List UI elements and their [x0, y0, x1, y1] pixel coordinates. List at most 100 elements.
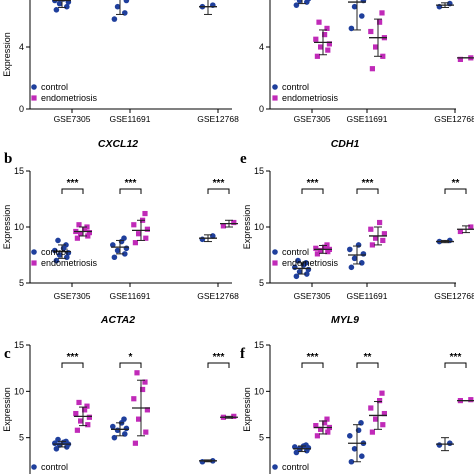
data-point-endometriosis: [322, 32, 328, 38]
data-point-control: [111, 254, 118, 261]
data-point-endometriosis: [84, 403, 90, 409]
significance-bracket: [207, 362, 230, 368]
data-point-endometriosis: [131, 222, 137, 228]
data-point-endometriosis: [144, 407, 150, 413]
data-point-control: [359, 453, 365, 460]
data-point-endometriosis: [142, 210, 148, 217]
significance-bracket: [356, 188, 379, 194]
data-point-endometriosis: [322, 420, 328, 426]
data-point-control: [359, 260, 365, 266]
panel-letter: f: [240, 346, 246, 362]
significance-label: ***: [125, 178, 137, 189]
data-point-endometriosis: [74, 235, 80, 241]
significance-label: **: [452, 178, 460, 189]
data-point-endometriosis: [373, 416, 379, 422]
data-point-endometriosis: [143, 235, 149, 241]
data-point-endometriosis: [143, 429, 149, 435]
data-point-endometriosis: [313, 36, 319, 42]
data-point-endometriosis: [380, 237, 386, 244]
legend-marker-endometriosis: [31, 95, 37, 101]
data-point-endometriosis: [457, 228, 463, 235]
data-point-control: [53, 257, 60, 264]
data-point-control: [359, 13, 365, 19]
significance-bracket: [61, 188, 84, 194]
data-point-endometriosis: [377, 19, 383, 25]
data-point-endometriosis: [318, 426, 324, 432]
data-point-control: [53, 445, 60, 452]
y-tick-label: 0: [19, 104, 24, 114]
gene-label: MYL9: [331, 314, 359, 326]
x-tick-label: GSE11691: [110, 114, 151, 124]
data-point-endometriosis: [316, 19, 322, 25]
significance-bracket: [301, 362, 324, 368]
y-tick-label: 4: [19, 42, 24, 52]
legend-label: endometriosis: [282, 93, 339, 103]
y-axis-label: Expression: [2, 32, 12, 77]
legend-marker-endometriosis: [272, 260, 278, 266]
data-point-endometriosis: [377, 398, 383, 404]
data-point-control: [351, 3, 358, 10]
panel-letter: c: [4, 346, 11, 362]
legend-label: control: [282, 82, 309, 92]
data-point-endometriosis: [140, 386, 146, 393]
data-point-endometriosis: [457, 56, 463, 62]
significance-label: ***: [213, 178, 225, 189]
panel-b: 5 10 15 Expression GSE7305 GSE11691 GSE12768 **…: [2, 151, 239, 326]
significance-bracket: [119, 188, 142, 194]
data-point-control: [305, 0, 311, 2]
data-point-endometriosis: [318, 44, 324, 50]
y-tick-label: 4: [259, 42, 264, 52]
data-point-endometriosis: [73, 410, 79, 417]
x-tick-label: GSE7305: [294, 291, 331, 301]
data-point-endometriosis: [220, 223, 226, 229]
panel-letter: b: [4, 151, 12, 167]
data-point-control: [360, 251, 367, 257]
significance-bracket: [207, 188, 230, 194]
data-point-endometriosis: [136, 416, 142, 422]
data-point-control: [111, 434, 118, 441]
data-point-control: [348, 458, 355, 465]
data-point-control: [348, 264, 355, 271]
legend-label: control: [41, 462, 68, 472]
significance-label: ***: [307, 178, 319, 189]
data-point-endometriosis: [380, 422, 386, 428]
significance-label: ***: [307, 352, 319, 363]
x-tick-label: GSE12768: [434, 114, 474, 124]
legend-label: endometriosis: [282, 258, 339, 268]
data-point-control: [121, 416, 127, 422]
data-point-control: [293, 2, 300, 8]
data-point-endometriosis: [136, 231, 142, 237]
data-point-endometriosis: [318, 247, 324, 254]
data-point-endometriosis: [381, 410, 387, 417]
y-axis-label: Expression: [2, 205, 12, 250]
data-point-control: [347, 433, 353, 439]
data-point-endometriosis: [86, 414, 92, 420]
data-point-control: [303, 442, 309, 448]
data-point-control: [123, 245, 130, 252]
data-point-control: [123, 0, 130, 4]
y-axis-label: Expression: [242, 387, 252, 432]
data-point-endometriosis: [85, 233, 91, 239]
data-point-control: [348, 25, 355, 32]
data-point-control: [296, 269, 303, 275]
panel-top-right: 0 4 GSE7305 GSE11691 GSE12768 controlendometr…: [259, 0, 474, 150]
x-tick-label: GSE12768: [197, 291, 239, 301]
data-point-control: [114, 247, 121, 254]
data-point-endometriosis: [325, 47, 331, 53]
data-point-control: [121, 235, 127, 241]
data-point-endometriosis: [326, 41, 332, 47]
data-point-endometriosis: [379, 10, 385, 16]
data-point-endometriosis: [85, 422, 91, 428]
x-tick-label: GSE11691: [110, 291, 151, 301]
significance-bracket: [444, 362, 467, 368]
data-point-endometriosis: [132, 440, 138, 446]
data-point-control: [55, 237, 61, 244]
significance-label: ***: [67, 178, 79, 189]
gene-label: CXCL12: [98, 138, 138, 150]
significance-bracket: [356, 362, 379, 368]
legend-marker-control: [31, 464, 37, 470]
data-point-endometriosis: [134, 370, 140, 376]
data-point-endometriosis: [76, 222, 82, 228]
data-point-endometriosis: [132, 240, 138, 246]
